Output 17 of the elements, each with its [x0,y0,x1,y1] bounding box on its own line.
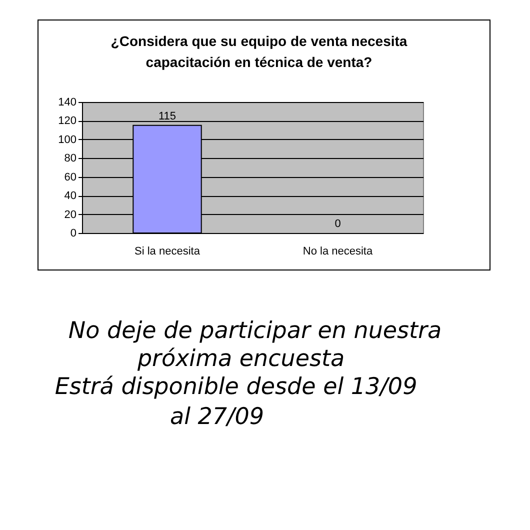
y-tick-label: 40 [64,190,76,202]
text: próxima encuesta [136,346,345,372]
chart-title: ¿Considera que su equipo de venta necesita capacitación en técnica de venta? [110,33,408,70]
text: No deje de participar en nuestra [68,318,442,344]
text: al 27/09 [170,404,264,430]
y-tick-label: 80 [64,152,76,165]
x-tick-label: Si la necesita [134,246,201,258]
y-tick-label: 120 [58,115,76,128]
text: Estrá disponible desde el 13/09 [54,374,418,400]
data-label: 0 [334,218,341,230]
data-label: 115 [158,110,176,122]
y-tick-label: 0 [70,228,76,240]
y-tick-label: 140 [58,96,76,108]
x-tick-label: No la necesita [302,246,374,258]
y-tick-label: 20 [64,208,76,221]
y-tick-label: 100 [58,134,76,146]
y-tick-label: 60 [64,171,76,184]
